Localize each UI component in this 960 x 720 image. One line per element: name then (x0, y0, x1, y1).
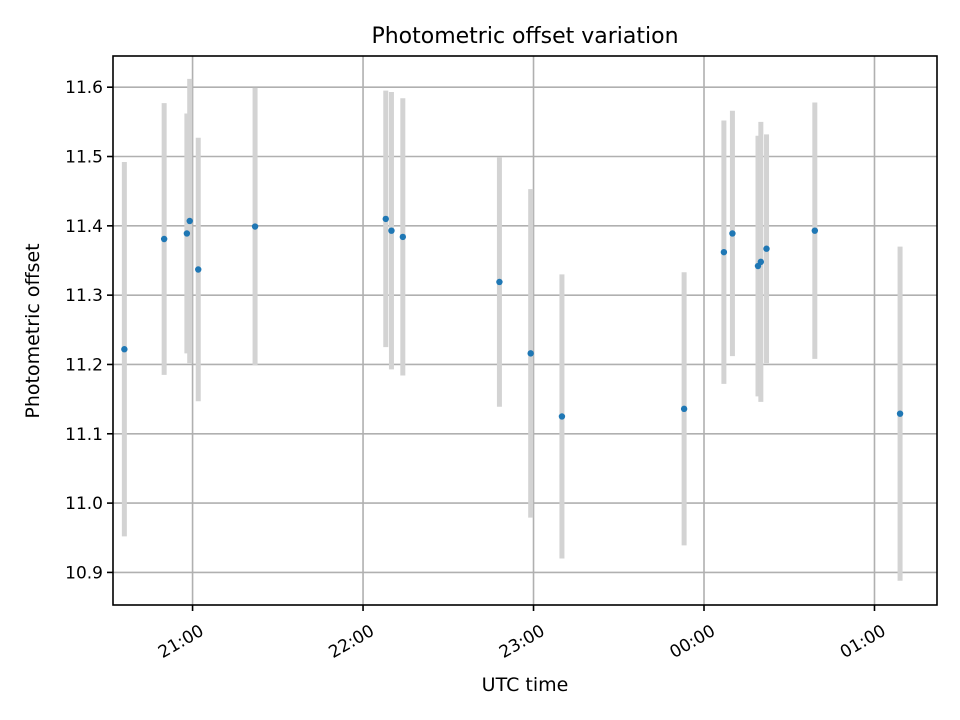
y-tick-label: 11.4 (65, 217, 103, 237)
data-points (121, 215, 904, 420)
data-point (757, 258, 765, 266)
y-tick-label: 11.0 (65, 494, 103, 514)
data-point (811, 227, 819, 234)
data-point (763, 245, 770, 252)
data-point (388, 227, 395, 234)
y-axis-label: Photometric offset (22, 243, 44, 418)
y-tick-label: 11.6 (65, 78, 103, 98)
data-point (896, 410, 904, 417)
chart-title: Photometric offset variation (371, 24, 678, 49)
data-point (558, 413, 566, 420)
grid (113, 56, 937, 605)
y-tick-label: 10.9 (65, 563, 103, 583)
data-point (186, 217, 193, 225)
data-point (121, 346, 128, 353)
data-point (382, 215, 389, 223)
data-point (729, 230, 736, 237)
x-axis-label: UTC time (482, 674, 569, 696)
y-tick-label: 11.3 (65, 286, 103, 306)
data-point (527, 350, 534, 357)
y-tick-label: 11.2 (65, 355, 103, 375)
plot-frame (112, 55, 938, 606)
data-point (160, 235, 168, 243)
data-point (720, 248, 728, 256)
data-point (680, 405, 688, 413)
data-point (195, 266, 202, 273)
data-point (496, 278, 503, 286)
data-point (399, 233, 407, 241)
data-point (183, 230, 191, 237)
y-tick-label: 11.5 (65, 148, 103, 168)
data-point (251, 223, 259, 230)
y-tick-label: 11.1 (65, 425, 103, 445)
